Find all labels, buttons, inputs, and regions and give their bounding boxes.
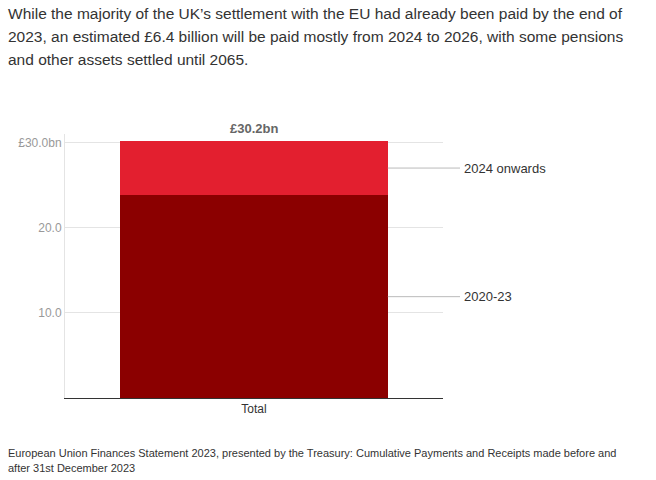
svg-text:10.0: 10.0 [38,306,62,320]
svg-text:Total: Total [241,402,266,416]
html-text:European Union Finances Statem: European Union Finances Statement 2023, … [8,447,617,474]
svg-text:£30.0bn: £30.0bn [18,136,61,150]
svg-text:£30.2bn: £30.2bn [230,121,278,136]
svg-text:2024 onwards: 2024 onwards [464,161,546,176]
svg-text:20.0: 20.0 [38,221,62,235]
html-text:While the majority of the UK’s: While the majority of the UK’s settlemen… [8,5,624,68]
svg-text:2020-23: 2020-23 [464,289,512,304]
